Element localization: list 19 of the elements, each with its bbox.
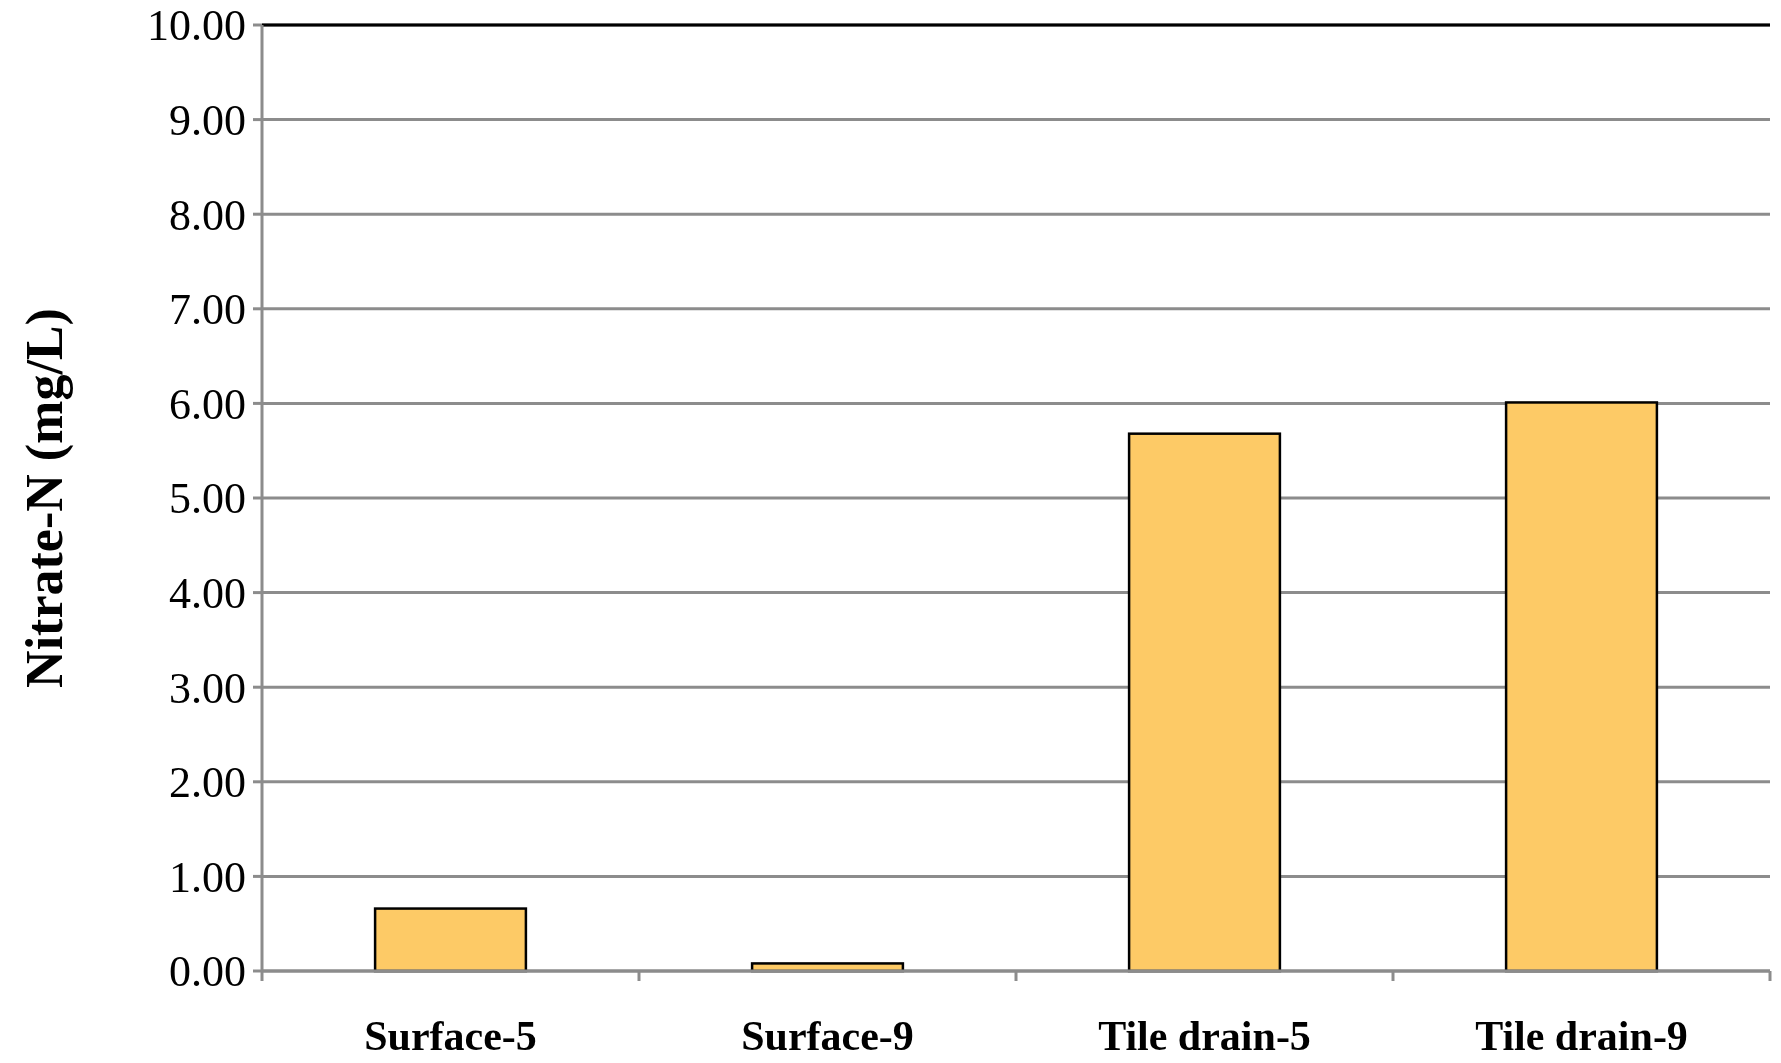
y-tick-label: 6.00 <box>169 379 246 429</box>
x-tick-label: Tile drain-5 <box>1098 1013 1311 1059</box>
y-tick-label: 7.00 <box>169 285 246 335</box>
y-tick-label: 10.00 <box>147 1 246 51</box>
bar <box>1504 401 1659 973</box>
y-tick-label: 1.00 <box>169 852 246 902</box>
y-tick-label: 4.00 <box>169 569 246 618</box>
x-tick-label: Surface-9 <box>741 1013 914 1059</box>
bar <box>373 907 528 973</box>
y-tick-label: 9.00 <box>169 96 246 145</box>
y-axis-title: Nitrate-N (mg/L) <box>16 308 74 688</box>
x-tick-label: Surface-5 <box>364 1013 537 1059</box>
y-tick-label: 5.00 <box>169 474 246 524</box>
y-tick-label: 3.00 <box>169 663 246 713</box>
x-tick-label: Tile drain-9 <box>1475 1013 1688 1059</box>
y-tick-label: 8.00 <box>169 190 246 240</box>
bar <box>1127 432 1282 973</box>
y-tick-label: 2.00 <box>169 758 246 808</box>
y-tick-label: 0.00 <box>169 947 246 997</box>
